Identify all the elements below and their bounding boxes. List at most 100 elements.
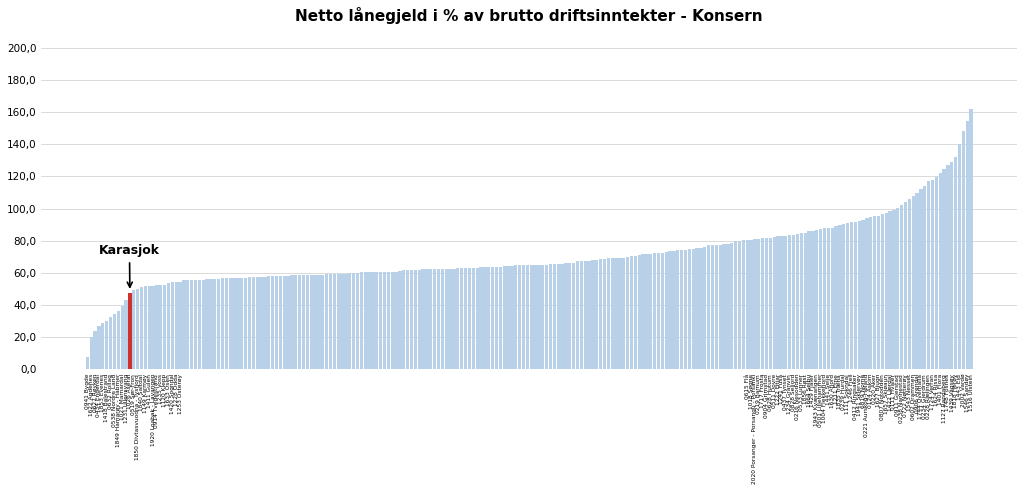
Bar	[186, 280, 189, 369]
Bar	[449, 269, 452, 369]
Bar	[889, 211, 892, 369]
Bar	[163, 285, 166, 369]
Bar	[811, 231, 814, 369]
Bar	[641, 254, 645, 369]
Bar	[240, 278, 244, 369]
Bar	[329, 274, 332, 369]
Bar	[232, 278, 236, 369]
Bar	[757, 239, 761, 369]
Bar	[252, 277, 255, 369]
Bar	[660, 252, 664, 369]
Bar	[942, 169, 946, 369]
Bar	[109, 317, 113, 369]
Bar	[372, 272, 375, 369]
Bar	[588, 261, 591, 369]
Title: Netto lånegjeld i % av brutto driftsinntekter - Konsern: Netto lånegjeld i % av brutto driftsinnt…	[296, 7, 763, 24]
Bar	[344, 273, 347, 369]
Bar	[294, 275, 297, 369]
Bar	[217, 279, 220, 369]
Bar	[869, 217, 872, 369]
Bar	[568, 263, 571, 369]
Bar	[202, 279, 205, 369]
Bar	[221, 278, 224, 369]
Bar	[750, 240, 753, 369]
Bar	[375, 272, 379, 369]
Bar	[711, 245, 714, 369]
Bar	[322, 274, 325, 369]
Bar	[564, 263, 567, 369]
Bar	[337, 274, 340, 369]
Bar	[383, 272, 386, 369]
Bar	[407, 271, 410, 369]
Bar	[830, 228, 834, 369]
Bar	[881, 214, 884, 369]
Bar	[765, 238, 768, 369]
Bar	[688, 249, 691, 369]
Bar	[885, 213, 888, 369]
Bar	[271, 276, 274, 369]
Bar	[738, 241, 741, 369]
Bar	[839, 225, 842, 369]
Bar	[939, 173, 942, 369]
Bar	[503, 266, 506, 369]
Bar	[101, 323, 104, 369]
Bar	[518, 265, 521, 369]
Text: Karasjok: Karasjok	[99, 245, 160, 287]
Bar	[97, 326, 100, 369]
Bar	[352, 273, 355, 369]
Bar	[499, 267, 502, 369]
Bar	[796, 234, 799, 369]
Bar	[418, 270, 421, 369]
Bar	[93, 331, 97, 369]
Bar	[224, 278, 228, 369]
Bar	[599, 259, 602, 369]
Bar	[549, 265, 552, 369]
Bar	[259, 277, 263, 369]
Bar	[279, 276, 282, 369]
Bar	[835, 226, 838, 369]
Bar	[877, 216, 880, 369]
Bar	[699, 248, 702, 369]
Bar	[429, 269, 432, 369]
Bar	[510, 266, 513, 369]
Bar	[634, 256, 637, 369]
Bar	[873, 216, 877, 369]
Bar	[665, 252, 668, 369]
Bar	[468, 268, 471, 369]
Bar	[228, 278, 231, 369]
Bar	[669, 251, 672, 369]
Bar	[359, 273, 364, 369]
Bar	[213, 279, 216, 369]
Bar	[691, 249, 695, 369]
Bar	[656, 252, 660, 369]
Bar	[283, 276, 286, 369]
Bar	[857, 221, 861, 369]
Bar	[317, 274, 321, 369]
Bar	[673, 251, 676, 369]
Bar	[140, 287, 143, 369]
Bar	[591, 260, 595, 369]
Bar	[340, 273, 344, 369]
Bar	[325, 274, 329, 369]
Bar	[390, 272, 394, 369]
Bar	[730, 243, 733, 369]
Bar	[394, 272, 397, 369]
Bar	[433, 269, 436, 369]
Bar	[920, 190, 923, 369]
Bar	[907, 199, 911, 369]
Bar	[680, 250, 683, 369]
Bar	[927, 181, 930, 369]
Bar	[206, 279, 209, 369]
Bar	[842, 224, 846, 369]
Bar	[788, 235, 792, 369]
Bar	[472, 268, 475, 369]
Bar	[182, 280, 185, 369]
Bar	[348, 273, 351, 369]
Bar	[846, 223, 849, 369]
Bar	[244, 277, 247, 369]
Bar	[900, 205, 903, 369]
Bar	[171, 282, 174, 369]
Bar	[962, 132, 965, 369]
Bar	[931, 180, 934, 369]
Bar	[302, 275, 305, 369]
